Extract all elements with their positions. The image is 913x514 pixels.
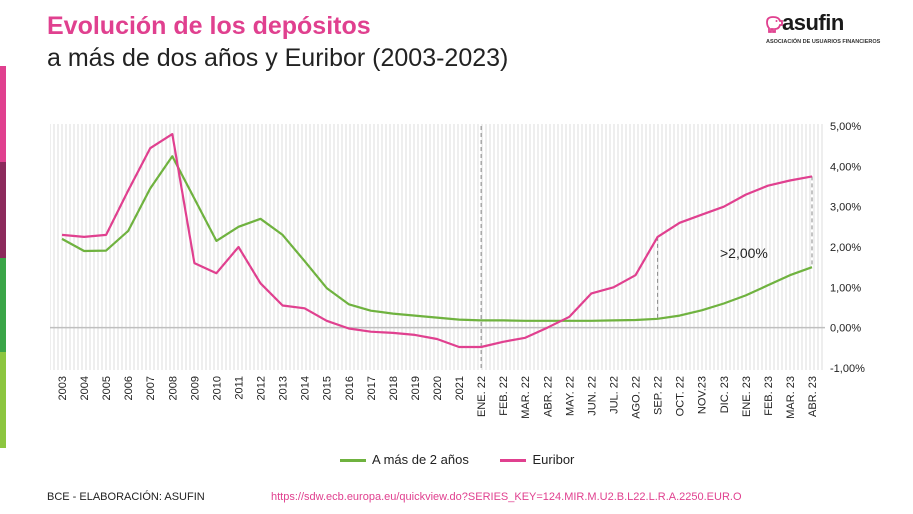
x-tick-label: 2018 (388, 376, 400, 400)
x-tick-label: 2009 (189, 376, 201, 400)
x-tick-label: 2014 (300, 376, 312, 400)
x-tick-label: 2021 (454, 376, 466, 400)
side-strip-green (0, 258, 6, 352)
chart-legend: A más de 2 años Euribor (340, 452, 602, 467)
x-tick-label: OCT. 22 (675, 376, 687, 416)
page-title: Evolución de los depósitos (47, 12, 371, 40)
x-tick-label: MAY. 22 (564, 376, 576, 416)
legend-swatch-deposits (340, 459, 366, 463)
x-tick-label: MAR. 23 (785, 376, 797, 419)
y-tick-label: 2,00% (830, 242, 861, 254)
source-note: BCE - ELABORACIÓN: ASUFIN (47, 491, 205, 503)
x-tick-label: 2020 (432, 376, 444, 400)
x-tick-label: ABR. 22 (542, 376, 554, 417)
x-tick-label: 2004 (79, 376, 91, 400)
x-tick-label: ENE. 23 (741, 376, 753, 417)
legend-label-euribor: Euribor (532, 452, 575, 467)
x-tick-label: FEB. 22 (498, 376, 510, 416)
plot-background (50, 124, 825, 370)
piggy-bank-icon (764, 14, 784, 39)
x-tick-label: 2013 (278, 376, 290, 400)
x-tick-label: 2011 (233, 376, 245, 400)
side-strip-plum (0, 162, 6, 258)
logo-wordmark: asufin (782, 10, 844, 35)
page-subtitle: a más de dos años y Euribor (2003-2023) (47, 44, 509, 72)
legend-label-deposits: A más de 2 años (372, 452, 469, 467)
x-tick-label: 2007 (145, 376, 157, 400)
x-tick-label: JUL. 22 (608, 376, 620, 414)
series-line-deposits (61, 155, 813, 322)
x-tick-label: 2012 (256, 376, 268, 400)
y-tick-label: 3,00% (830, 202, 861, 214)
legend-item-euribor: Euribor (500, 452, 574, 467)
spread-annotation: >2,00% (720, 245, 768, 261)
y-tick-label: 1,00% (830, 282, 861, 294)
y-tick-label: 0,00% (830, 323, 861, 335)
legend-swatch-euribor (500, 459, 527, 463)
y-tick-label: 4,00% (830, 161, 861, 173)
series-line-euribor (61, 133, 813, 349)
x-tick-label: 2015 (322, 376, 334, 400)
side-strip-lightgreen (0, 352, 6, 448)
x-tick-label: 2003 (57, 376, 69, 400)
asufin-logo: asufin ASOCIACIÓN DE USUARIOS FINANCIERO… (760, 10, 885, 52)
x-tick-label: 2006 (123, 376, 135, 400)
x-tick-label: ABR. 23 (807, 376, 819, 417)
x-tick-label: JUN. 22 (586, 376, 598, 416)
legend-item-deposits: A más de 2 años (340, 452, 469, 467)
x-tick-label: SEP. 22 (653, 376, 665, 415)
side-strip-pink (0, 66, 6, 162)
x-tick-label: NOV.23 (697, 376, 709, 414)
x-tick-label: 2010 (211, 376, 223, 400)
source-link[interactable]: https://sdw.ecb.europa.eu/quickview.do?S… (271, 491, 742, 503)
x-tick-label: AGO. 22 (631, 376, 643, 419)
x-tick-label: FEB. 23 (763, 376, 775, 416)
x-tick-label: 2008 (167, 376, 179, 400)
x-tick-label: 2005 (101, 376, 113, 400)
x-tick-label: ENE. 22 (476, 376, 488, 417)
x-tick-label: 2017 (366, 376, 378, 400)
x-tick-label: MAR. 22 (520, 376, 532, 419)
x-tick-label: 2016 (344, 376, 356, 400)
x-tick-label: DIC. 23 (719, 376, 731, 413)
y-tick-label: -1,00% (830, 363, 865, 375)
x-tick-label: 2019 (410, 376, 422, 400)
logo-tagline: ASOCIACIÓN DE USUARIOS FINANCIEROS (766, 39, 881, 45)
y-tick-label: 5,00% (830, 121, 861, 133)
